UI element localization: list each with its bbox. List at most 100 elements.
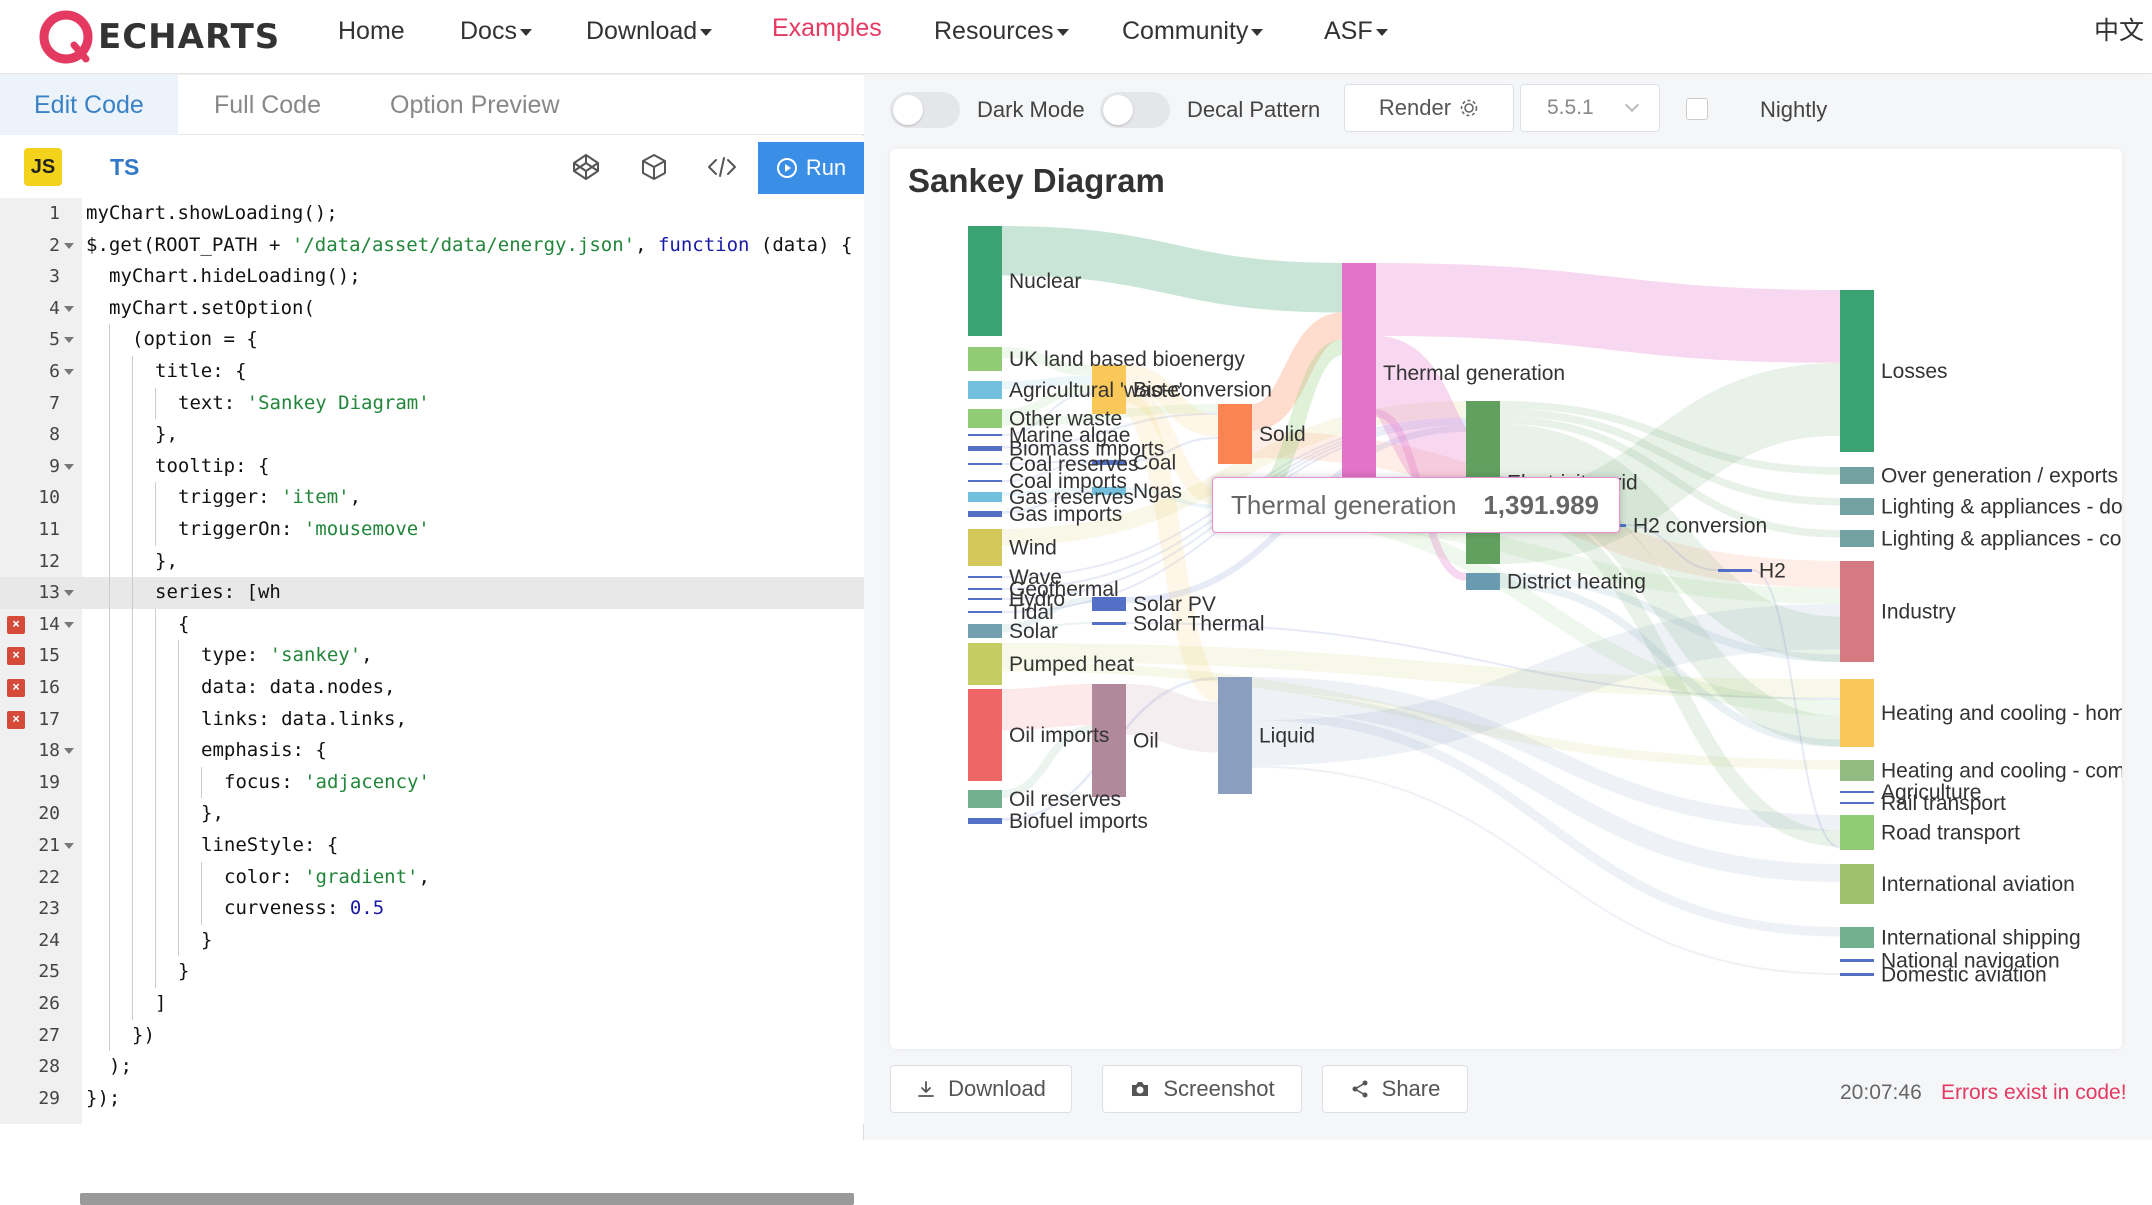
sankey-link[interactable] bbox=[1001, 401, 1467, 546]
nav-asf[interactable]: ASF bbox=[1324, 16, 1388, 46]
sankey-node[interactable] bbox=[1092, 684, 1126, 797]
sankey-node[interactable] bbox=[1840, 498, 1874, 515]
sankey-link[interactable] bbox=[1001, 661, 1841, 770]
sankey-link[interactable] bbox=[1251, 765, 1841, 975]
code-line[interactable]: 8}, bbox=[0, 419, 864, 451]
sankey-link[interactable] bbox=[1001, 725, 1093, 799]
fold-arrow-icon[interactable] bbox=[64, 748, 74, 755]
fold-arrow-icon[interactable] bbox=[64, 305, 74, 312]
error-icon[interactable]: × bbox=[7, 615, 25, 634]
error-icon[interactable]: × bbox=[7, 679, 25, 697]
sankey-node[interactable] bbox=[1092, 365, 1126, 414]
sankey-node[interactable] bbox=[1840, 973, 1874, 976]
code-line[interactable]: 1 myChart.showLoading(); bbox=[0, 198, 864, 230]
sankey-node[interactable] bbox=[1840, 802, 1874, 804]
code-line[interactable]: 21 lineStyle: { bbox=[0, 830, 864, 862]
sankey-node[interactable] bbox=[1840, 530, 1874, 547]
sankey-node[interactable] bbox=[968, 511, 1002, 517]
nav-examples[interactable]: Examples bbox=[772, 14, 882, 42]
sankey-link[interactable] bbox=[1499, 401, 1841, 475]
nav-docs[interactable]: Docs bbox=[460, 16, 532, 46]
sankey-node[interactable] bbox=[1092, 597, 1126, 611]
code-line[interactable]: 22 color: 'gradient', bbox=[0, 861, 864, 894]
sankey-link[interactable] bbox=[1251, 692, 1841, 882]
sankey-node[interactable] bbox=[968, 347, 1002, 371]
render-button[interactable]: Render bbox=[1344, 84, 1514, 132]
sankey-link[interactable] bbox=[1001, 684, 1093, 731]
code-line[interactable]: 29}); bbox=[0, 1083, 864, 1115]
sankey-node[interactable] bbox=[1840, 290, 1874, 452]
sankey-node[interactable] bbox=[968, 790, 1002, 808]
sankey-link[interactable] bbox=[1001, 392, 1093, 436]
fold-arrow-icon[interactable] bbox=[64, 621, 74, 628]
sankey-link[interactable] bbox=[1751, 569, 1841, 849]
sankey-link[interactable] bbox=[1499, 423, 1841, 662]
code-line[interactable]: 15 × type: 'sankey', bbox=[0, 640, 864, 672]
sankey-node[interactable] bbox=[968, 381, 1002, 399]
sankey-node[interactable] bbox=[968, 689, 1002, 781]
error-icon[interactable]: × bbox=[7, 647, 25, 666]
sankey-node[interactable] bbox=[1840, 815, 1874, 850]
sankey-link[interactable] bbox=[1001, 487, 1093, 496]
fold-arrow-icon[interactable] bbox=[64, 242, 74, 249]
nightly-checkbox[interactable] bbox=[1686, 98, 1708, 120]
sankey-node[interactable] bbox=[968, 480, 1002, 482]
tab-full-code[interactable]: Full Code bbox=[214, 91, 321, 119]
sankey-link[interactable] bbox=[1001, 412, 1219, 449]
code-line[interactable]: 25} bbox=[0, 956, 864, 988]
code-line[interactable]: 13 series: [wh bbox=[0, 577, 864, 609]
sankey-link[interactable] bbox=[1499, 408, 1841, 506]
code-line[interactable]: 18 emphasis: { bbox=[0, 735, 864, 767]
sankey-node[interactable] bbox=[968, 529, 1002, 566]
sankey-link[interactable] bbox=[1625, 524, 1719, 571]
sankey-node[interactable] bbox=[968, 818, 1002, 824]
sankey-link[interactable] bbox=[1251, 603, 1841, 766]
nav-download[interactable]: Download bbox=[586, 16, 713, 46]
sankey-node[interactable] bbox=[1840, 864, 1874, 904]
dark-mode-toggle[interactable] bbox=[890, 92, 960, 128]
code-line[interactable]: 24} bbox=[0, 924, 864, 957]
sankey-node[interactable] bbox=[1466, 573, 1500, 590]
sankey-link[interactable] bbox=[1001, 460, 1093, 465]
sankey-node[interactable] bbox=[1840, 467, 1874, 484]
sankey-link[interactable] bbox=[1368, 335, 1474, 506]
sankey-link[interactable] bbox=[1001, 404, 1219, 427]
sankey-link[interactable] bbox=[1125, 365, 1219, 437]
sankey-link[interactable] bbox=[1499, 573, 1841, 662]
fold-arrow-icon[interactable] bbox=[64, 369, 74, 375]
sankey-link[interactable] bbox=[1001, 347, 1093, 376]
code-line[interactable]: 20}, bbox=[0, 798, 864, 830]
sankey-node[interactable] bbox=[1840, 791, 1874, 793]
nav-community[interactable]: Community bbox=[1122, 16, 1264, 46]
decal-pattern-toggle[interactable] bbox=[1100, 92, 1170, 128]
fold-arrow-icon[interactable] bbox=[64, 463, 74, 470]
sankey-chart[interactable]: Sankey Diagram Nuclear UK land based bioe… bbox=[890, 149, 2122, 1049]
sankey-link[interactable] bbox=[1001, 622, 1093, 633]
code-line[interactable]: 2 $.get(ROOT_PATH + '/data/asset/data/ene… bbox=[0, 230, 864, 262]
code-line[interactable]: 23 curveness: 0.5 bbox=[0, 893, 864, 925]
screenshot-button[interactable]: Screenshot bbox=[1102, 1065, 1302, 1113]
code-line[interactable]: 14 × { bbox=[0, 608, 864, 641]
lang-ts-button[interactable]: TS bbox=[110, 154, 140, 180]
lang-js-button[interactable]: JS bbox=[24, 148, 62, 186]
run-button[interactable]: Run bbox=[758, 142, 864, 194]
sankey-link[interactable] bbox=[1001, 597, 1093, 631]
fold-arrow-icon[interactable] bbox=[64, 337, 74, 344]
sankey-node[interactable] bbox=[968, 434, 1002, 436]
code-editor[interactable]: 1 myChart.showLoading(); 2 $.get(ROOT_PATH … bbox=[0, 198, 864, 1124]
sankey-link[interactable] bbox=[1001, 462, 1093, 482]
sankey-node[interactable] bbox=[968, 588, 1002, 590]
code-line[interactable]: 28); bbox=[0, 1051, 864, 1083]
sankey-node[interactable] bbox=[968, 409, 1002, 428]
sankey-link[interactable] bbox=[1251, 710, 1841, 937]
code-line[interactable]: 6 title: { bbox=[0, 356, 864, 388]
code-line[interactable]: 17 × links: data.links, bbox=[0, 703, 864, 736]
code-line[interactable]: 7 text: 'Sankey Diagram' bbox=[0, 387, 864, 420]
sankey-node[interactable] bbox=[1218, 677, 1252, 794]
error-icon[interactable]: × bbox=[7, 710, 25, 729]
sankey-link[interactable] bbox=[1125, 622, 1841, 700]
sankey-node[interactable] bbox=[1840, 959, 1874, 962]
sankey-node[interactable] bbox=[1218, 404, 1252, 464]
sankey-node[interactable] bbox=[968, 624, 1002, 638]
sankey-node[interactable] bbox=[968, 226, 1002, 336]
